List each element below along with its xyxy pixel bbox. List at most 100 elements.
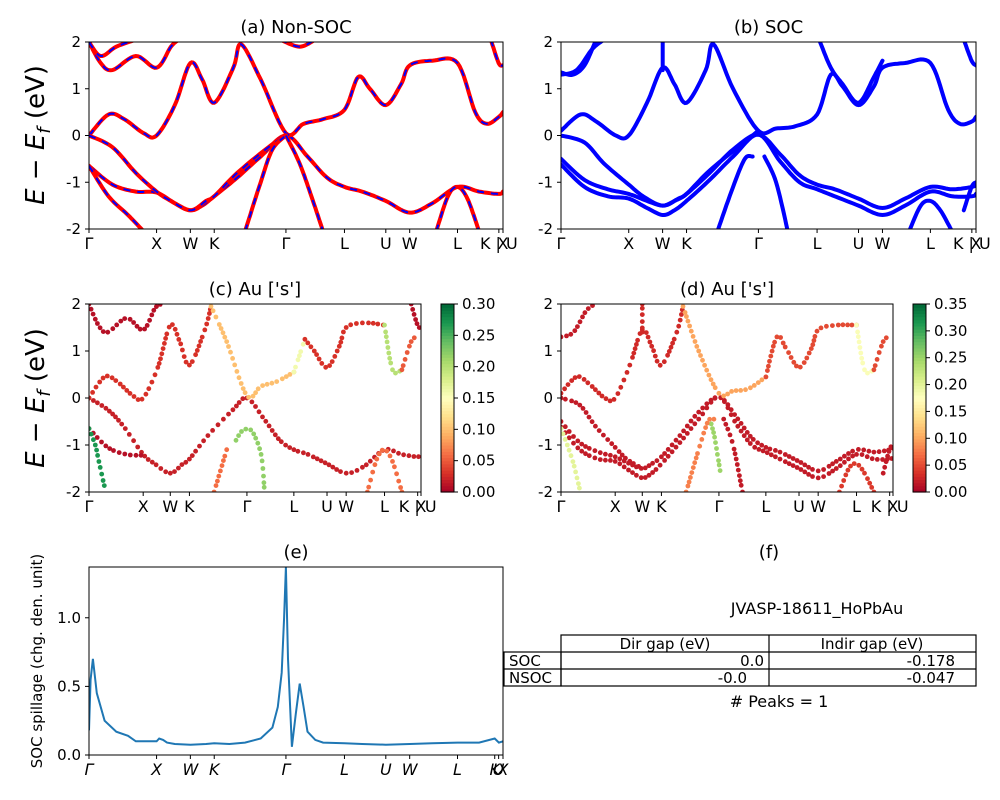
band-point (118, 318, 124, 324)
band-point (677, 440, 683, 445)
band-point (147, 317, 153, 323)
y-tick-label: -1 (538, 173, 553, 191)
colorbar-segment (441, 401, 454, 405)
y-tick-label: 2 (71, 295, 81, 313)
band-point (134, 323, 140, 329)
y-tick-label: 0 (71, 127, 81, 145)
band-point (91, 437, 96, 443)
band-point (711, 430, 716, 435)
band-point (322, 460, 328, 466)
band-point (575, 438, 581, 444)
band-point (780, 340, 786, 346)
band-point (579, 441, 585, 447)
band-point (846, 451, 851, 456)
band-point (755, 440, 760, 446)
band-point (810, 342, 816, 348)
band-point (797, 364, 803, 370)
band-point (810, 467, 815, 472)
band-point (865, 370, 870, 376)
band-point (571, 434, 576, 439)
band-point (311, 348, 317, 354)
colorbar-segment (913, 457, 926, 462)
x-tick-label: Γ (242, 497, 251, 516)
colorbar-tick-label: 0.15 (462, 389, 495, 407)
x-tick-label: K | U (480, 234, 518, 253)
band-point (798, 467, 804, 472)
colorbar-segment (913, 426, 926, 430)
band-point (386, 350, 392, 356)
band-point (777, 449, 783, 455)
x-tick-label: L (340, 760, 349, 779)
band-point (236, 433, 242, 438)
colorbar-segment (913, 463, 926, 468)
band-point (219, 463, 225, 468)
colorbar-segment (441, 351, 454, 355)
band-point (142, 453, 148, 459)
band-point (722, 399, 727, 405)
band-point (826, 471, 832, 476)
colorbar-segment (441, 470, 454, 474)
band-point (124, 388, 130, 393)
y-axis-label-row2: E − Ef (eV) (21, 328, 55, 468)
band-point (218, 468, 223, 474)
band-point (297, 353, 302, 359)
band-point (131, 438, 137, 444)
band-point (170, 322, 175, 327)
band-point (806, 472, 811, 477)
band-point (859, 355, 865, 361)
band-point (839, 483, 844, 489)
band-point (194, 348, 200, 353)
band-point (624, 370, 630, 375)
band-point (308, 344, 314, 350)
band-point (738, 482, 744, 488)
x-tick-label: K (681, 234, 692, 253)
band-point (716, 462, 722, 468)
band-point (765, 368, 770, 373)
band-point (677, 317, 683, 323)
band-point (855, 334, 861, 340)
band-point (393, 370, 398, 376)
panel-title: (e) (283, 542, 308, 563)
band-point (383, 329, 388, 335)
band-point (233, 437, 239, 443)
band-point (634, 342, 639, 347)
band-point (642, 475, 648, 480)
band-line (716, 154, 755, 229)
band-point (193, 352, 199, 358)
band-point (791, 359, 797, 365)
band-point (740, 489, 745, 492)
band-point (597, 457, 603, 462)
table-row-label-soc: SOC (509, 652, 541, 670)
colorbar-segment (913, 416, 926, 421)
band-point (158, 356, 163, 362)
x-tick-label: K (209, 760, 221, 779)
x-tick-label: W (402, 760, 419, 779)
x-tick-label: K (489, 760, 501, 779)
band-series (561, 395, 641, 469)
band-point (155, 365, 161, 370)
band-point (314, 352, 319, 357)
band-point (365, 489, 370, 492)
band-point (329, 359, 335, 364)
band-point (257, 446, 262, 452)
colorbar-segment (441, 463, 454, 468)
band-point (205, 316, 211, 321)
band-point (401, 452, 406, 458)
colorbar-segment (441, 325, 454, 330)
colorbar-segment (441, 382, 454, 387)
band-point (732, 451, 738, 457)
band-point (127, 452, 133, 458)
band-point (131, 320, 137, 325)
band-point (89, 304, 92, 307)
band-point (367, 458, 373, 464)
band-series (561, 307, 685, 404)
band-point (366, 320, 371, 326)
x-tick-label: W (162, 497, 178, 516)
colorbar-segment (913, 341, 926, 346)
band-point (133, 452, 139, 458)
band-point (224, 339, 230, 344)
colorbar-segment (441, 310, 454, 314)
panel-title: (a) Non-SOC (240, 17, 351, 38)
colorbar-segment (913, 379, 926, 383)
x-tick-label: X (610, 497, 621, 516)
